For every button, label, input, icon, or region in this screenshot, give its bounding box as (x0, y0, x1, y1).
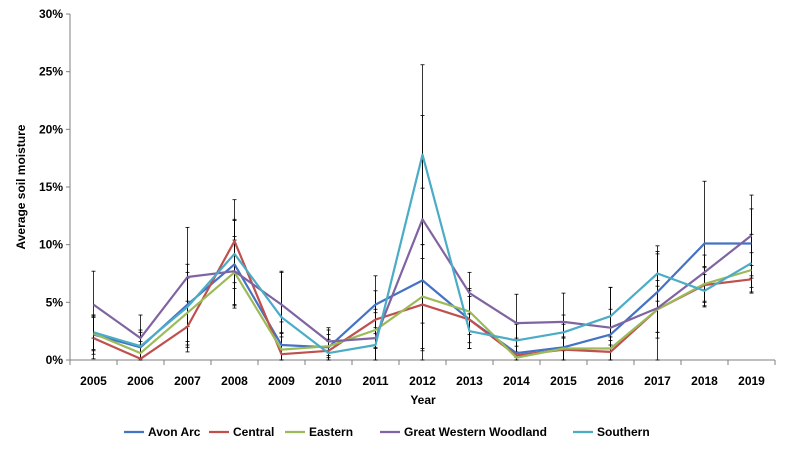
y-axis-ticks: 0% 5% 10% 15% 20% 25% 30% (39, 7, 70, 367)
y-tick-label: 0% (46, 353, 64, 367)
legend-label: Southern (597, 425, 650, 439)
x-tick-label: 2014 (503, 374, 530, 388)
legend-item: Avon Arc (124, 425, 201, 439)
x-axis-title: Year (410, 393, 436, 407)
x-axis-ticks: 2005 2006 2007 2008 2009 2010 2011 2012 2013 2014… (69, 360, 776, 388)
series-line-southern (93, 153, 753, 355)
y-tick-label: 5% (46, 295, 64, 309)
series-line-avon-arc (93, 242, 752, 355)
x-tick-label: 2013 (456, 374, 483, 388)
x-tick-label: 2017 (644, 374, 671, 388)
plot-area: 0% 5% 10% 15% 20% 25% 30% 2005 2006 2007 2008 2009… (39, 7, 776, 388)
y-tick-label: 25% (39, 65, 63, 79)
y-tick-label: 10% (39, 238, 63, 252)
x-tick-label: 2015 (550, 374, 577, 388)
x-tick-label: 2018 (691, 374, 718, 388)
error-bars (91, 64, 754, 361)
legend-item: Great Western Woodland (380, 425, 547, 439)
x-tick-label: 2011 (362, 374, 388, 388)
x-tick-label: 2007 (174, 374, 201, 388)
series-lines (92, 153, 753, 360)
x-tick-label: 2008 (221, 374, 248, 388)
y-tick-label: 30% (39, 7, 63, 21)
y-axis-title: Average soil moisture (14, 124, 28, 249)
x-tick-label: 2012 (409, 374, 436, 388)
series-line-eastern (93, 268, 752, 359)
x-tick-label: 2016 (597, 374, 624, 388)
x-tick-label: 2009 (268, 374, 295, 388)
x-tick-label: 2005 (80, 374, 107, 388)
legend-label: Central (233, 425, 274, 439)
y-tick-label: 20% (39, 122, 63, 136)
legend-label: Eastern (309, 425, 353, 439)
x-tick-label: 2006 (127, 374, 154, 388)
x-tick-label: 2019 (738, 374, 765, 388)
legend-item: Southern (573, 425, 650, 439)
legend-label: Avon Arc (148, 425, 201, 439)
legend: Avon Arc Central Eastern Great Western Wood… (124, 425, 650, 439)
series-line-great-western-woodland (92, 218, 753, 343)
legend-label: Great Western Woodland (404, 425, 547, 439)
x-tick-label: 2010 (315, 374, 342, 388)
legend-item: Eastern (285, 425, 353, 439)
y-tick-label: 15% (39, 180, 63, 194)
legend-item: Central (209, 425, 274, 439)
